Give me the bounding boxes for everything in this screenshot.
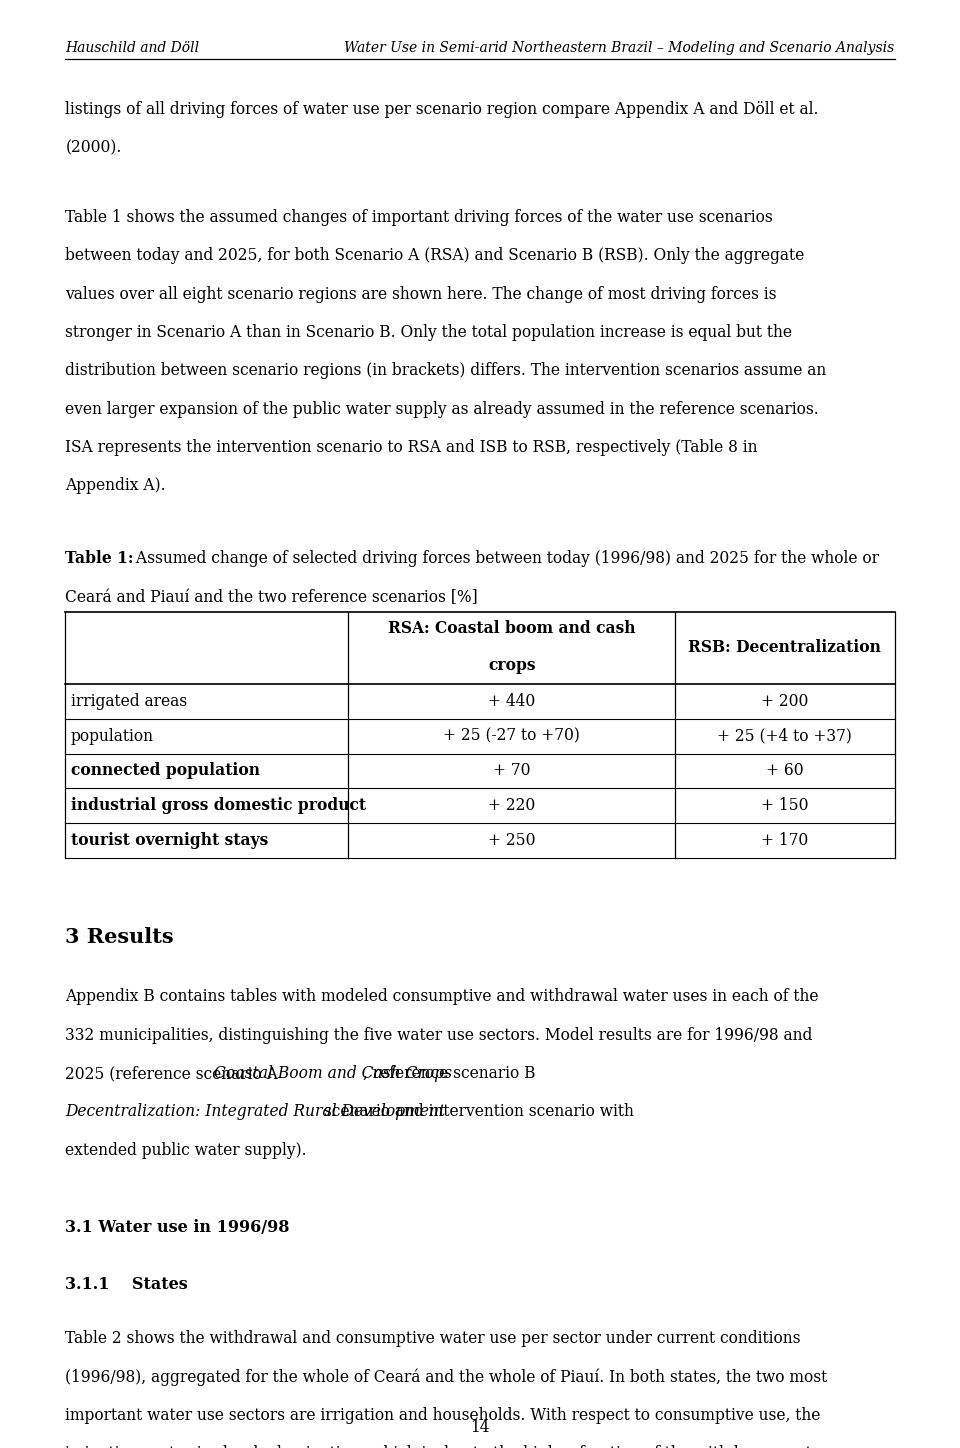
Text: RSA: Coastal boom and cash: RSA: Coastal boom and cash [388,620,636,637]
Text: Hauschild and Döll: Hauschild and Döll [65,41,200,55]
Text: Table 1 shows the assumed changes of important driving forces of the water use s: Table 1 shows the assumed changes of imp… [65,209,773,226]
Text: + 250: + 250 [488,833,536,849]
Text: crops: crops [488,657,536,673]
Text: + 220: + 220 [488,798,536,814]
Text: (2000).: (2000). [65,140,122,156]
Text: + 25 (-27 to +70): + 25 (-27 to +70) [444,728,580,744]
Text: Ceará and Piauí and the two reference scenarios [%]: Ceará and Piauí and the two reference sc… [65,589,478,605]
Text: 3 Results: 3 Results [65,927,174,947]
Text: + 170: + 170 [761,833,808,849]
Text: values over all eight scenario regions are shown here. The change of most drivin: values over all eight scenario regions a… [65,285,777,303]
Text: + 60: + 60 [766,763,804,779]
Text: scenario and intervention scenario with: scenario and intervention scenario with [319,1103,634,1121]
Text: Appendix B contains tables with modeled consumptive and withdrawal water uses in: Appendix B contains tables with modeled … [65,989,819,1005]
Text: distribution between scenario regions (in brackets) differs. The intervention sc: distribution between scenario regions (i… [65,362,827,379]
Text: + 70: + 70 [492,763,531,779]
Text: 14: 14 [470,1419,490,1436]
Text: population: population [71,728,154,744]
Text: ISA represents the intervention scenario to RSA and ISB to RSB, respectively (Ta: ISA represents the intervention scenario… [65,439,757,456]
Text: important water use sectors are irrigation and households. With respect to consu: important water use sectors are irrigati… [65,1406,821,1423]
Text: Assumed change of selected driving forces between today (1996/98) and 2025 for t: Assumed change of selected driving force… [131,550,878,568]
Text: between today and 2025, for both Scenario A (RSA) and Scenario B (RSB). Only the: between today and 2025, for both Scenari… [65,248,804,264]
Text: , reference scenario B: , reference scenario B [363,1066,536,1082]
Text: tourist overnight stays: tourist overnight stays [71,833,268,849]
Text: 332 municipalities, distinguishing the five water use sectors. Model results are: 332 municipalities, distinguishing the f… [65,1027,813,1044]
Text: Water Use in Semi-arid Northeastern Brazil – Modeling and Scenario Analysis: Water Use in Semi-arid Northeastern Braz… [345,41,895,55]
Text: Table 2 shows the withdrawal and consumptive water use per sector under current : Table 2 shows the withdrawal and consump… [65,1329,801,1347]
Text: connected population: connected population [71,763,260,779]
Text: 3.1 Water use in 1996/98: 3.1 Water use in 1996/98 [65,1219,290,1235]
Text: + 440: + 440 [488,694,536,710]
Text: + 25 (+4 to +37): + 25 (+4 to +37) [717,728,852,744]
Text: RSB: Decentralization: RSB: Decentralization [688,640,881,656]
Text: 3.1.1    States: 3.1.1 States [65,1276,188,1293]
Text: Coastal Boom and Cash Crops: Coastal Boom and Cash Crops [214,1066,452,1082]
Text: even larger expansion of the public water supply as already assumed in the refer: even larger expansion of the public wate… [65,401,819,417]
Text: Appendix A).: Appendix A). [65,478,166,494]
Text: 2025 (reference scenario A: 2025 (reference scenario A [65,1066,283,1082]
Text: (1996/98), aggregated for the whole of Ceará and the whole of Piauí. In both sta: (1996/98), aggregated for the whole of C… [65,1368,828,1386]
Text: irrigation sector is clearly dominating, which is due to the higher fraction of : irrigation sector is clearly dominating,… [65,1445,828,1448]
Text: stronger in Scenario A than in Scenario B. Only the total population increase is: stronger in Scenario A than in Scenario … [65,324,792,340]
Text: + 200: + 200 [761,694,808,710]
Text: industrial gross domestic product: industrial gross domestic product [71,798,366,814]
Text: Decentralization: Integrated Rural Development: Decentralization: Integrated Rural Devel… [65,1103,445,1121]
Text: + 150: + 150 [761,798,808,814]
Text: listings of all driving forces of water use per scenario region compare Appendix: listings of all driving forces of water … [65,101,819,119]
Text: Table 1:: Table 1: [65,550,133,568]
Text: extended public water supply).: extended public water supply). [65,1142,307,1158]
Text: irrigated areas: irrigated areas [71,694,187,710]
